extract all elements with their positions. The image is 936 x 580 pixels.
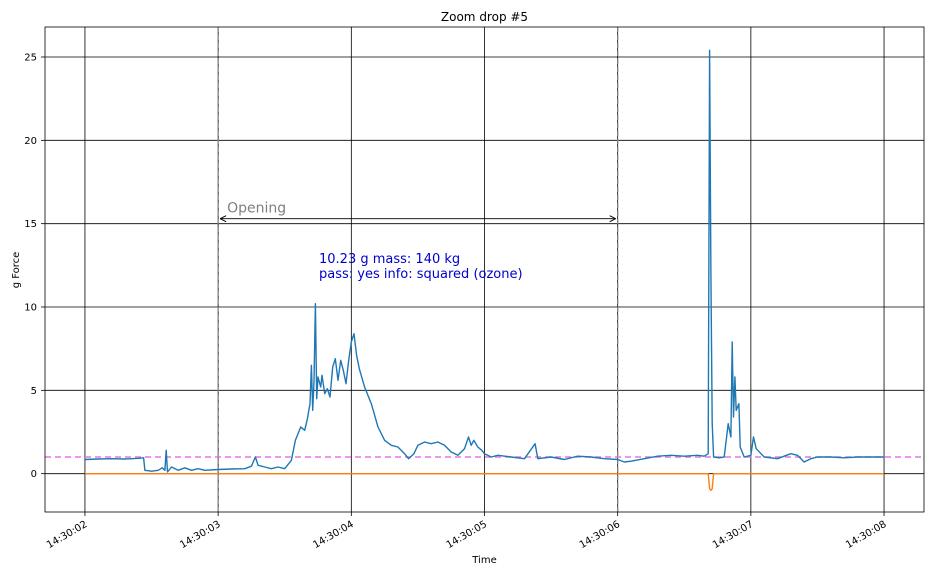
annotation-line-1: 10.23 g mass: 140 kg: [319, 252, 460, 267]
span-arrow-head-left: [219, 215, 227, 223]
series-line-secondary: [85, 473, 884, 491]
x-axis-label: Time: [471, 555, 496, 566]
y-tick-label: 0: [31, 469, 37, 480]
grid-layer: [45, 27, 924, 512]
y-tick-label: 5: [31, 386, 37, 397]
y-tick-label: 10: [24, 303, 37, 314]
y-axis-label: g Force: [11, 252, 22, 289]
series-line-force: [84, 49, 884, 473]
y-tick-label: 25: [24, 53, 37, 64]
y-tick-label: 15: [24, 219, 37, 230]
chart-title: Zoom drop #5: [441, 10, 528, 24]
y-tick-label: 20: [24, 136, 37, 147]
series-layer: [45, 49, 924, 491]
plot-frame: [44, 26, 925, 513]
span-label: Opening: [227, 201, 286, 217]
span-arrow-head-right: [609, 215, 616, 223]
annotation-line-2: pass: yes info: squared (ozone): [319, 267, 523, 282]
